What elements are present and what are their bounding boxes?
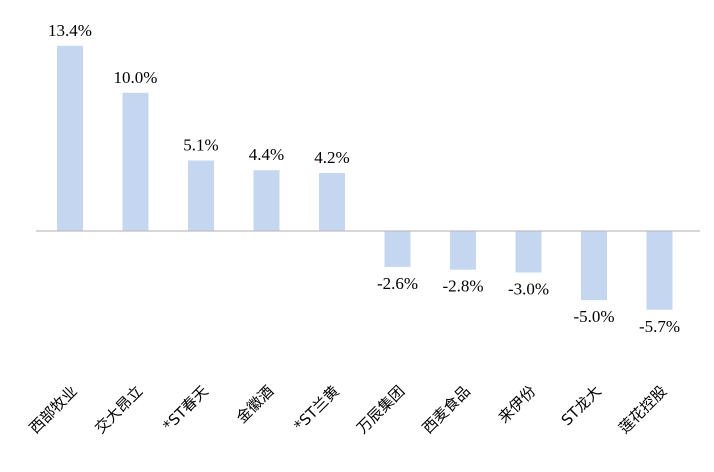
data-label: -2.8%: [442, 277, 483, 296]
bar: [450, 231, 476, 270]
category-label: *ST兰黄: [290, 382, 342, 434]
category-label: ST龙大: [558, 382, 605, 429]
category-label: 莲花控股: [615, 382, 670, 437]
category-labels-group: 西部牧业 交大昂立 *ST春天 金徽酒 *ST兰黄 万辰集团 西麦食品 来伊份 ST龙大 莲花控股: [26, 382, 671, 437]
value-labels-group: 13.4% 10.0% 5.1% 4.4% 4.2% -2.6% -2.8% -3.0% -5.…: [48, 21, 680, 336]
bar: [122, 92, 149, 231]
bar: [384, 231, 411, 267]
category-label: *ST春天: [159, 382, 211, 434]
bars-group: [57, 45, 673, 310]
bar: [515, 231, 542, 273]
bar: [646, 231, 673, 310]
bar: [319, 173, 345, 231]
category-label: 西部牧业: [26, 382, 81, 437]
data-label: 4.2%: [314, 148, 349, 167]
data-label: 13.4%: [48, 21, 92, 40]
bar: [581, 231, 607, 301]
data-label: -5.0%: [573, 307, 614, 326]
category-label: 金徽酒: [233, 382, 278, 427]
category-label: 万辰集团: [353, 382, 408, 437]
bar: [253, 170, 280, 231]
category-label: 西麦食品: [419, 382, 474, 437]
data-label: -2.6%: [377, 274, 418, 293]
data-label: 10.0%: [114, 68, 158, 87]
data-label: -3.0%: [508, 280, 549, 299]
category-label: 来伊份: [495, 382, 540, 427]
data-label: 5.1%: [183, 136, 218, 155]
category-label: 交大昂立: [91, 382, 146, 437]
bar: [188, 160, 214, 231]
bar: [57, 45, 83, 231]
data-label: -5.7%: [639, 317, 680, 336]
data-label: 4.4%: [249, 145, 284, 164]
